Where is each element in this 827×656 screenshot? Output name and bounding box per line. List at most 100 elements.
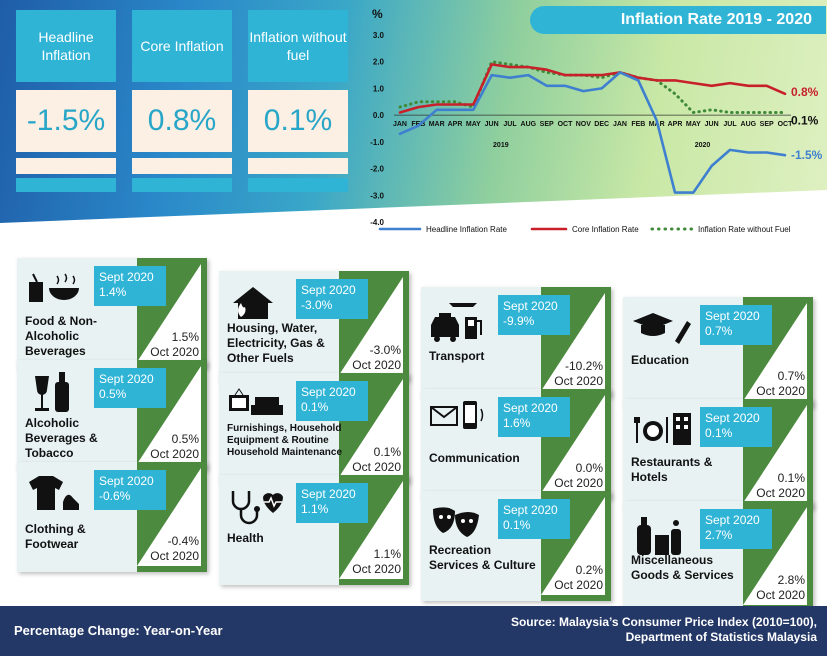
x-tick-label: OCT xyxy=(778,121,794,128)
x-tick-label: JUN xyxy=(705,121,719,128)
card-oct: 0.7% Oct 2020 xyxy=(756,369,805,399)
kpi-stripe xyxy=(248,158,348,174)
mail-phone-icon xyxy=(429,399,489,440)
year-label: 2020 xyxy=(695,142,711,149)
card-oct-value: 0.0% xyxy=(575,461,603,475)
card-oct-value: 0.1% xyxy=(777,471,805,485)
card-category-name: Recreation Services & Culture xyxy=(429,543,536,572)
kpi-stripe xyxy=(16,158,116,174)
graduation-cap-pen-icon xyxy=(631,307,695,352)
card-category-name: Clothing & Footwear xyxy=(25,522,86,551)
card-sept-value: 0.1% xyxy=(503,518,531,532)
card-oct-label: Oct 2020 xyxy=(352,358,401,372)
category-card: Sept 2020 -3.0% -3.0% Oct 2020 Housing, Wate… xyxy=(219,271,409,381)
taxi-fuel-plane-icon xyxy=(429,297,489,354)
card-category-name: Education xyxy=(631,353,690,367)
card-sept-label: Sept 2020 xyxy=(705,411,760,425)
card-oct-label: Oct 2020 xyxy=(554,476,603,490)
series-line-0 xyxy=(398,71,787,194)
kpi-stripe xyxy=(132,158,232,174)
card-oct-label: Oct 2020 xyxy=(150,549,199,563)
card-sept-value: -3.0% xyxy=(301,298,333,312)
card-sept-value: 0.1% xyxy=(301,400,329,414)
kpi-stripe xyxy=(16,178,116,192)
card-oct: 0.0% Oct 2020 xyxy=(554,461,603,491)
card-oct-label: Oct 2020 xyxy=(150,345,199,359)
series-line-1 xyxy=(398,63,787,114)
footer: Percentage Change: Year-on-Year Source: … xyxy=(0,606,827,656)
card-oct: 0.5% Oct 2020 xyxy=(150,432,199,462)
food-drink-icon xyxy=(25,268,85,309)
card-sept-badge: Sept 2020 0.1% xyxy=(296,381,368,421)
kpi-stripe xyxy=(132,178,232,192)
kpi-value: 0.1% xyxy=(248,90,348,152)
card-oct: -0.4% Oct 2020 xyxy=(150,534,199,564)
x-tick-label: MAY xyxy=(686,121,701,128)
x-tick-label: OCT xyxy=(558,121,574,128)
category-card: Sept 2020 0.1% 0.1% Oct 2020 Restaurants & H… xyxy=(623,399,813,509)
kpi-label: Core Inflation xyxy=(132,10,232,82)
card-sept-value: 0.5% xyxy=(99,387,127,401)
theatre-masks-icon xyxy=(429,501,489,546)
card-oct-value: 0.5% xyxy=(171,432,199,446)
y-tick-label: -3.0 xyxy=(370,191,384,200)
card-sept-badge: Sept 2020 0.7% xyxy=(700,305,772,345)
footer-source-line2: Department of Statistics Malaysia xyxy=(625,630,817,644)
card-oct-value: -3.0% xyxy=(369,343,401,357)
kpi-core-inflation: Core Inflation 0.8% xyxy=(132,10,232,196)
card-oct-value: 0.7% xyxy=(777,369,805,383)
card-sept-badge: Sept 2020 1.1% xyxy=(296,483,368,523)
stethoscope-heart-icon xyxy=(227,485,287,530)
toiletries-icon xyxy=(631,511,695,564)
x-tick-label: NOV xyxy=(576,121,592,128)
card-sept-value: 2.7% xyxy=(705,528,733,542)
card-oct: 1.5% Oct 2020 xyxy=(150,330,199,360)
x-tick-label: SEP xyxy=(540,121,554,128)
kpi-value: 0.8% xyxy=(132,90,232,152)
series-end-label: 0.8% xyxy=(791,85,819,99)
x-tick-label: APR xyxy=(668,121,683,128)
card-sept-label: Sept 2020 xyxy=(99,372,154,386)
card-sept-label: Sept 2020 xyxy=(503,401,558,415)
card-sept-value: -0.6% xyxy=(99,489,131,503)
category-card: Sept 2020 0.7% 0.7% Oct 2020 Education xyxy=(623,297,813,407)
card-sept-label: Sept 2020 xyxy=(99,270,154,284)
card-category-name: Alcoholic Beverages & Tobacco xyxy=(25,416,98,460)
card-sept-badge: Sept 2020 1.6% xyxy=(498,397,570,437)
card-oct-value: 1.5% xyxy=(171,330,199,344)
card-oct: 1.1% Oct 2020 xyxy=(352,547,401,577)
card-sept-label: Sept 2020 xyxy=(99,474,154,488)
kpi-label: Inflation without fuel xyxy=(248,10,348,82)
card-sept-value: 0.7% xyxy=(705,324,733,338)
card-oct-label: Oct 2020 xyxy=(756,384,805,398)
card-sept-label: Sept 2020 xyxy=(705,309,760,323)
card-sept-value: 1.1% xyxy=(301,502,329,516)
y-axis-label: % xyxy=(372,7,383,21)
card-sept-value: -9.9% xyxy=(503,314,535,328)
category-card: Sept 2020 0.1% 0.1% Oct 2020 Furnishings, Ho… xyxy=(219,373,409,483)
y-tick-label: 1.0 xyxy=(373,84,385,93)
tv-sofa-icon xyxy=(227,383,287,424)
card-oct-value: 2.8% xyxy=(777,573,805,587)
x-tick-label: FEB xyxy=(631,121,645,128)
category-card: Sept 2020 -9.9% -10.2% Oct 2020 Transport xyxy=(421,287,611,397)
card-sept-value: 1.6% xyxy=(503,416,531,430)
card-oct-label: Oct 2020 xyxy=(756,588,805,602)
card-oct-value: -10.2% xyxy=(564,359,603,373)
series-end-label: 0.1% xyxy=(791,113,819,127)
card-sept-badge: Sept 2020 0.1% xyxy=(700,407,772,447)
card-oct-value: 1.1% xyxy=(373,547,401,561)
x-tick-label: JAN xyxy=(393,121,407,128)
card-oct: 0.1% Oct 2020 xyxy=(756,471,805,501)
card-oct-label: Oct 2020 xyxy=(150,447,199,461)
y-tick-label: 3.0 xyxy=(373,31,385,40)
card-sept-value: 1.4% xyxy=(99,285,127,299)
card-oct-value: 0.2% xyxy=(575,563,603,577)
dining-hotel-icon xyxy=(631,409,695,454)
card-sept-value: 0.1% xyxy=(705,426,733,440)
kpi-headline-inflation: Headline Inflation -1.5% xyxy=(16,10,116,196)
card-sept-label: Sept 2020 xyxy=(705,513,760,527)
card-sept-label: Sept 2020 xyxy=(301,385,356,399)
category-card: Sept 2020 1.1% 1.1% Oct 2020 Health xyxy=(219,475,409,585)
